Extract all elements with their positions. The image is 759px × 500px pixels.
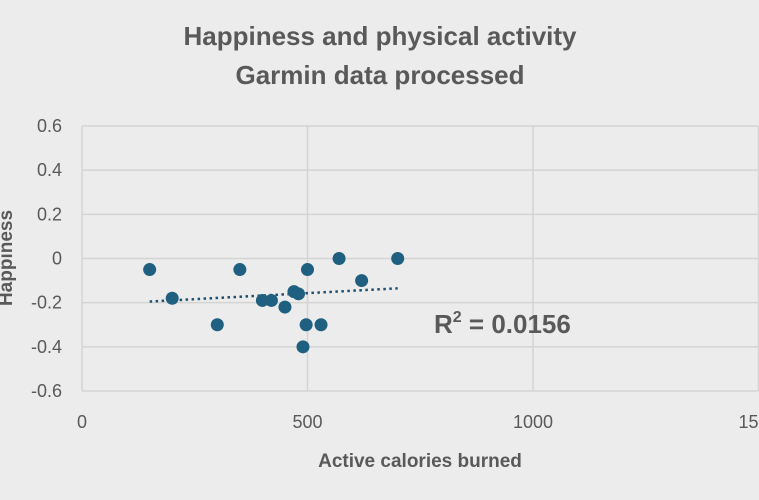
r-squared-annotation: R2 = 0.0156	[434, 309, 571, 339]
data-point	[332, 252, 346, 265]
y-tick-label: 0.6	[37, 116, 62, 136]
y-axis-label: Happiness	[0, 210, 17, 306]
data-point	[299, 318, 313, 332]
y-tick-label: -0.4	[31, 337, 62, 357]
chart-title-line-1: Happiness and physical activity	[183, 21, 577, 51]
y-tick-label: 0	[52, 249, 62, 269]
data-point	[314, 318, 328, 332]
data-point	[291, 287, 305, 301]
r2-superscript: 2	[453, 309, 462, 326]
data-point	[233, 263, 247, 277]
y-tick-label: 0.2	[37, 204, 62, 224]
data-point	[301, 263, 314, 277]
data-point	[278, 300, 292, 314]
y-tick-label: -0.2	[31, 293, 62, 313]
data-point	[296, 340, 310, 354]
data-point	[210, 318, 224, 332]
gridlines	[81, 125, 759, 392]
data-point	[165, 291, 179, 305]
x-tick-label: 500	[292, 412, 322, 432]
data-point	[143, 263, 157, 277]
data-point	[391, 252, 405, 265]
x-axis-label: Active calories burned	[318, 451, 522, 472]
y-tick-label: 0.4	[37, 160, 62, 180]
data-point	[255, 293, 269, 307]
r2-value: = 0.0156	[462, 309, 571, 339]
chart-title-line-2: Garmin data processed	[236, 60, 525, 90]
y-tick-label: -0.6	[31, 381, 62, 401]
data-point	[264, 293, 278, 307]
x-tick-label: 0	[77, 412, 87, 432]
data-point	[355, 274, 369, 288]
x-tick-label: 1500	[738, 412, 759, 432]
r2-label: R	[434, 309, 453, 339]
x-tick-label: 1000	[513, 412, 553, 432]
